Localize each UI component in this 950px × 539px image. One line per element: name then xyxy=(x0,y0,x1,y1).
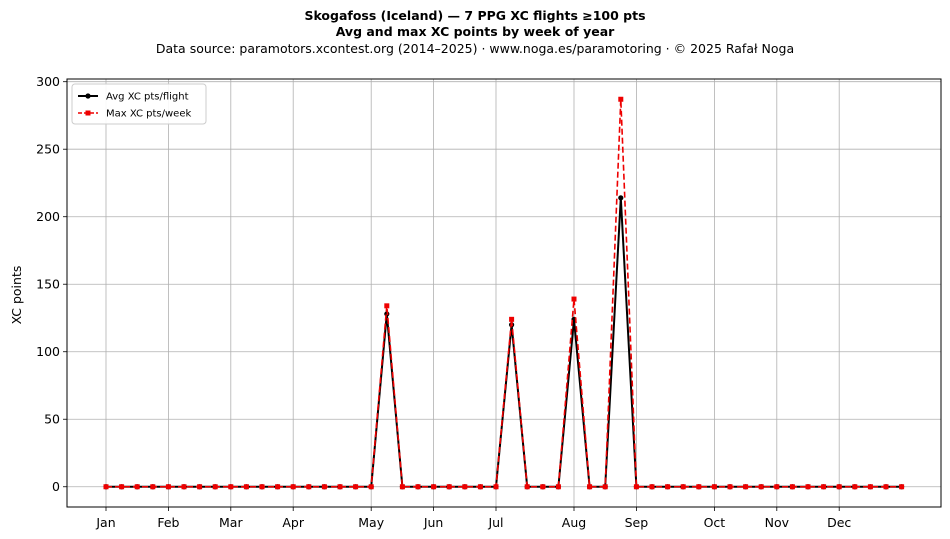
max-data-point xyxy=(867,484,873,490)
legend-label: Max XC pts/week xyxy=(106,109,191,120)
x-axis: Jan Feb Mar Apr May Jun Jul Aug Sep Oct Nov Dec xyxy=(95,507,851,530)
max-data-point xyxy=(555,484,561,490)
max-data-point xyxy=(321,484,327,490)
max-data-point xyxy=(290,484,296,490)
max-data-point xyxy=(462,484,468,490)
legend-box xyxy=(71,83,207,125)
x-tick-label: Aug xyxy=(562,515,586,530)
series-line-1 xyxy=(106,98,902,488)
max-data-point xyxy=(431,484,437,490)
y-tick-label: 50 xyxy=(44,412,60,427)
max-data-point xyxy=(493,484,499,490)
max-data-point xyxy=(524,484,530,490)
max-data-point xyxy=(228,484,234,490)
y-tick-label: 300 xyxy=(36,74,60,89)
grid-lines xyxy=(67,79,941,507)
max-data-point xyxy=(727,484,733,490)
max-data-point xyxy=(165,484,171,490)
y-tick-label: 200 xyxy=(36,209,60,224)
x-tick-label: Nov xyxy=(765,515,790,530)
max-data-point xyxy=(571,296,577,302)
max-data-point xyxy=(587,484,593,490)
max-data-point xyxy=(758,484,764,490)
max-data-point xyxy=(789,484,795,490)
chart-source: Data source: paramotors.xcontest.org (20… xyxy=(155,41,795,56)
chart-subtitle: Avg and max XC points by week of year xyxy=(335,24,615,39)
x-tick-label: Jun xyxy=(423,515,444,530)
y-axis-label: XC points xyxy=(9,266,24,325)
y-axis: 0 50 100 150 200 250 300 xyxy=(36,74,67,494)
max-data-point xyxy=(368,484,374,490)
max-data-point xyxy=(680,484,686,490)
legend-swatch-marker xyxy=(85,93,91,99)
max-data-point xyxy=(337,484,343,490)
max-data-point xyxy=(696,484,702,490)
max-data-point xyxy=(399,484,405,490)
max-data-point xyxy=(649,484,655,490)
x-tick-label: Dec xyxy=(827,515,851,530)
max-data-point xyxy=(306,484,312,490)
y-tick-label: 0 xyxy=(52,479,60,494)
max-data-point xyxy=(633,484,639,490)
max-data-point xyxy=(665,484,671,490)
plot-frame xyxy=(66,78,942,508)
max-data-point xyxy=(103,484,109,490)
max-data-point xyxy=(119,484,125,490)
max-data-point xyxy=(883,484,889,490)
max-data-point xyxy=(150,484,156,490)
max-data-point xyxy=(212,484,218,490)
legend-swatch-marker xyxy=(85,110,91,116)
max-data-point xyxy=(353,484,359,490)
series-layer xyxy=(103,96,905,490)
series-line-0 xyxy=(106,196,902,488)
avg-data-point xyxy=(618,195,624,201)
max-data-point xyxy=(384,303,390,309)
max-data-point xyxy=(821,484,827,490)
x-tick-label: Apr xyxy=(282,515,304,530)
max-data-point xyxy=(197,484,203,490)
max-data-point xyxy=(743,484,749,490)
y-tick-label: 150 xyxy=(36,277,60,292)
max-data-point xyxy=(509,316,515,322)
max-data-point xyxy=(243,484,249,490)
y-tick-label: 250 xyxy=(36,142,60,157)
y-tick-label: 100 xyxy=(36,344,60,359)
x-tick-label: Jul xyxy=(487,515,503,530)
x-tick-label: Oct xyxy=(704,515,726,530)
max-data-point xyxy=(852,484,858,490)
x-tick-label: May xyxy=(358,515,384,530)
max-data-point xyxy=(446,484,452,490)
legend-label: Avg XC pts/flight xyxy=(106,92,189,103)
x-tick-label: Jan xyxy=(95,515,115,530)
max-data-point xyxy=(275,484,281,490)
x-tick-label: Mar xyxy=(219,515,243,530)
chart-title: Skogafoss (Iceland) — 7 PPG XC flights ≥… xyxy=(304,8,646,23)
chart-title-block: Skogafoss (Iceland) — 7 PPG XC flights ≥… xyxy=(0,8,950,58)
max-data-point xyxy=(181,484,187,490)
max-data-point xyxy=(711,484,717,490)
max-data-point xyxy=(415,484,421,490)
max-data-point xyxy=(602,484,608,490)
x-tick-label: Sep xyxy=(625,515,649,530)
max-data-point xyxy=(899,484,905,490)
max-data-point xyxy=(540,484,546,490)
max-data-point xyxy=(774,484,780,490)
max-data-point xyxy=(618,96,624,102)
max-data-point xyxy=(477,484,483,490)
max-data-point xyxy=(805,484,811,490)
max-data-point xyxy=(134,484,140,490)
max-data-point xyxy=(836,484,842,490)
max-data-point xyxy=(259,484,265,490)
legend: Avg XC pts/flight Max XC pts/week xyxy=(71,83,207,125)
x-tick-label: Feb xyxy=(157,515,179,530)
